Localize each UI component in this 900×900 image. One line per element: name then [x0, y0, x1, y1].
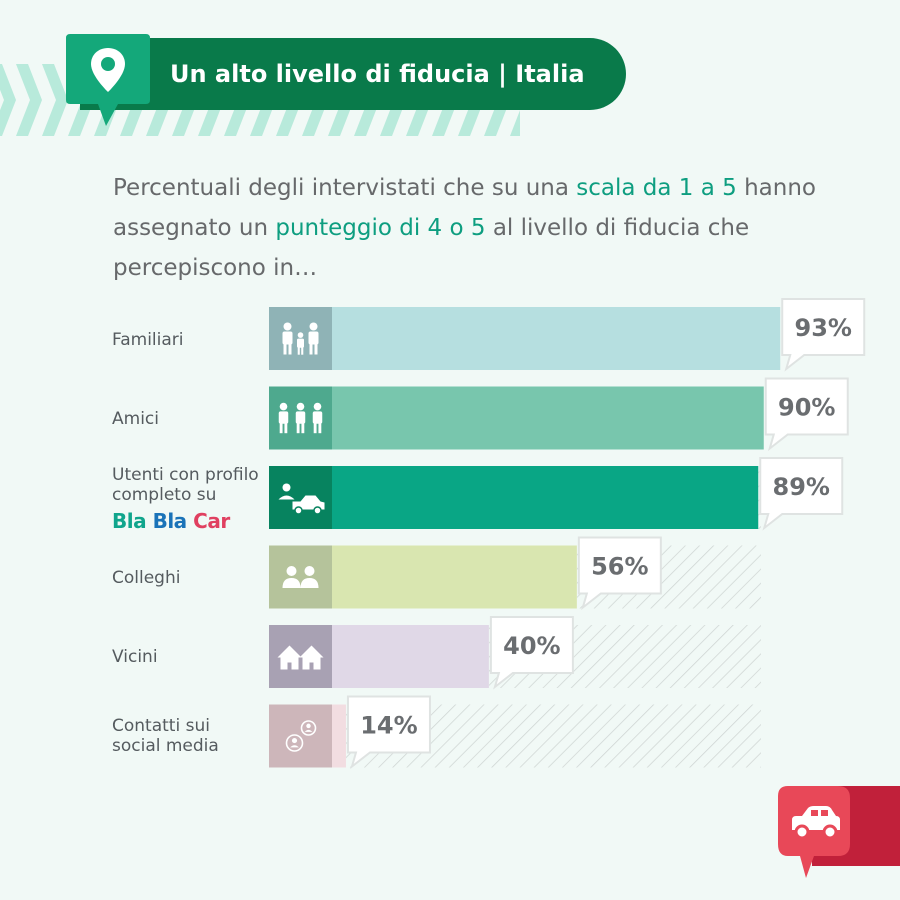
- intro-highlight-scale: scala da 1 a 5: [576, 175, 737, 201]
- row-label-amici: Amici: [112, 409, 159, 429]
- location-pin-icon: [66, 34, 150, 126]
- value-label: 40%: [503, 632, 560, 660]
- bar-row-1: 90%: [269, 377, 849, 452]
- bar-row-0: 93%: [269, 298, 866, 372]
- chart-description: Percentuali degli intervistati che su un…: [113, 168, 833, 288]
- bar-icon-block: [269, 307, 332, 370]
- intro-highlight-score: punteggio di 4 o 5: [275, 215, 486, 241]
- row-label-social: Contatti sui social media: [112, 716, 219, 756]
- bar: [269, 466, 759, 529]
- bar-row-4: 40%: [269, 616, 761, 690]
- row-label-colleghi: Colleghi: [112, 568, 181, 588]
- value-label: 93%: [795, 314, 852, 342]
- intro-text-1: Percentuali degli intervistati che su un…: [113, 175, 577, 201]
- value-label: 56%: [591, 553, 648, 581]
- value-label: 90%: [778, 394, 835, 422]
- intro-text-3: al livello di fiducia che percepiscono i…: [113, 215, 750, 281]
- car-logo-badge: [778, 786, 900, 878]
- bar-row-2: 89%: [269, 457, 844, 531]
- car-icon: [792, 806, 840, 840]
- car-share-icon: [278, 483, 325, 515]
- value-label: 89%: [773, 473, 830, 501]
- title-banner: [80, 38, 626, 110]
- value-callout: 56%: [577, 536, 662, 611]
- value-callout: 93%: [781, 298, 866, 372]
- family-icon: [282, 322, 319, 355]
- row-label-vicini: Vicini: [112, 647, 158, 667]
- value-callout: 14%: [346, 695, 431, 770]
- bar-icon-block: [269, 466, 332, 529]
- value-label: 14%: [360, 712, 417, 740]
- value-callout: 90%: [764, 377, 849, 452]
- row-label-familiari: Familiari: [112, 330, 184, 350]
- bar-icon-block: [269, 545, 332, 609]
- bar-row-3: 56%: [269, 536, 761, 611]
- blablacar-logo: Bla Bla Car: [112, 509, 230, 533]
- intro-text-2: hanno assegnato un: [113, 175, 817, 241]
- colleagues-icon: [282, 566, 319, 588]
- social-contacts-icon: [285, 720, 317, 752]
- bar-icon-block: [269, 704, 332, 768]
- value-callout: 89%: [759, 457, 844, 531]
- bar-row-5: 14%: [269, 695, 761, 770]
- friends-icon: [278, 402, 323, 434]
- row-label-utenti: Utenti con profilo completo su: [112, 465, 259, 505]
- bar: [269, 386, 764, 450]
- value-callout: 40%: [489, 616, 574, 690]
- bar: [269, 307, 781, 370]
- neighbors-icon: [277, 645, 324, 670]
- page-title: Un alto livello di fiducia | Italia: [170, 60, 585, 88]
